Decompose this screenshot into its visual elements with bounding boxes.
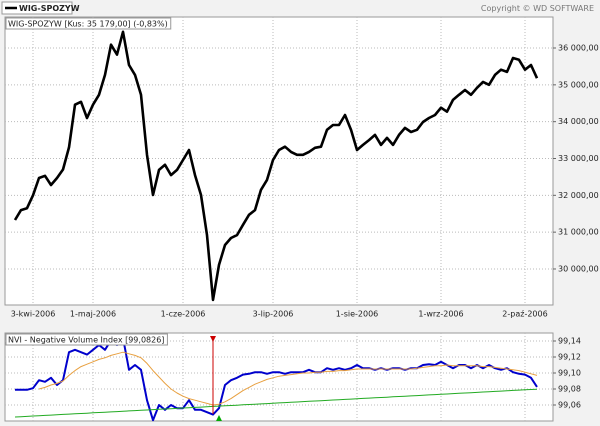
y-tick-label: 99,10	[558, 369, 581, 378]
y-tick-label: 99,14	[558, 337, 581, 346]
y-tick-label: 33 000,00	[558, 154, 599, 163]
legend-label: WIG-SPOZYW	[19, 4, 80, 13]
y-tick-label: 35 000,00	[558, 80, 599, 89]
x-tick-label: 1-cze-2006	[161, 310, 206, 319]
chart-title: NVI - Negative Volume Index [99,0826]	[8, 336, 164, 345]
sell-marker	[210, 336, 216, 342]
buy-marker	[216, 415, 222, 421]
y-tick-label: 99,12	[558, 353, 581, 362]
copyright: Copyright © WD SOFTWARE	[481, 4, 594, 13]
x-tick-label: 1-sie-2006	[336, 310, 379, 319]
y-tick-label: 31 000,00	[558, 228, 599, 237]
series-line	[15, 336, 538, 422]
series-line	[14, 388, 538, 418]
y-tick-label: 36 000,00	[558, 44, 599, 53]
x-tick-label: 2-paź-2006	[502, 310, 547, 319]
y-tick-label: 99,08	[558, 385, 581, 394]
x-tick-label: 1-maj-2006	[70, 310, 116, 319]
chart-title: WIG-SPOZYW [Kus: 35 179,00] (-0,83%)	[8, 20, 168, 29]
series-line	[13, 30, 539, 302]
x-tick-label: 3-kwi-2006	[11, 310, 56, 319]
title-box	[5, 333, 168, 346]
y-tick-label: 32 000,00	[558, 191, 599, 200]
x-tick-label: 3-lip-2006	[253, 310, 294, 319]
y-tick-label: 30 000,00	[558, 264, 599, 273]
plot-area	[4, 16, 554, 306]
series-line	[38, 351, 538, 406]
legend-box	[1, 1, 73, 15]
plot-area	[4, 332, 554, 422]
y-tick-label: 34 000,00	[558, 117, 599, 126]
title-box	[5, 17, 172, 30]
x-tick-label: 1-wrz-2006	[418, 310, 463, 319]
y-tick-label: 99,06	[558, 401, 581, 410]
